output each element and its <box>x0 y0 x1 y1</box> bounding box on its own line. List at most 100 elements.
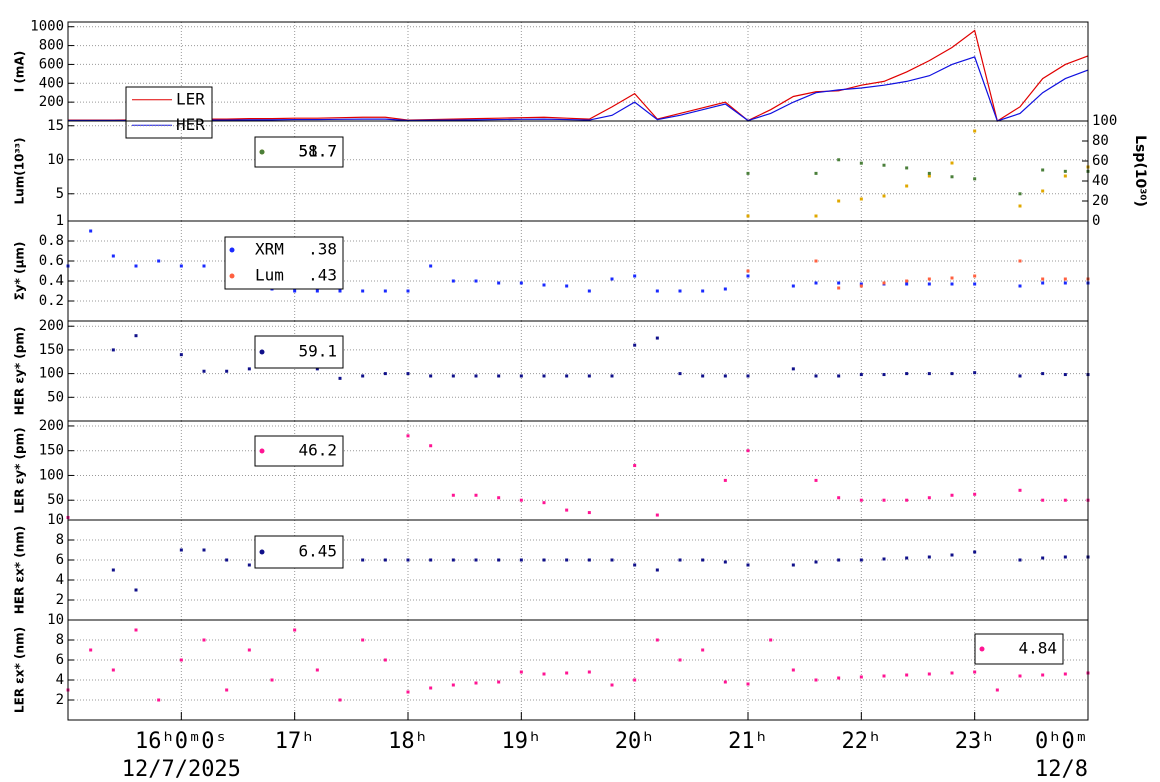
x-tick-label: 21ʰ <box>728 729 768 754</box>
data-point <box>111 254 115 258</box>
data-point <box>791 284 795 288</box>
y2-tick-label: 100 <box>1092 113 1117 129</box>
data-point <box>610 374 614 378</box>
data-point <box>338 289 342 293</box>
data-point <box>497 496 501 500</box>
data-point <box>1063 169 1067 173</box>
data-point <box>429 374 433 378</box>
plot-frame <box>67 619 1089 721</box>
data-point <box>769 638 773 642</box>
data-point <box>565 508 569 512</box>
x-tick-label: 22ʰ <box>841 729 881 754</box>
y-tick-label: 150 <box>39 342 64 358</box>
data-point <box>361 558 365 562</box>
data-point <box>519 670 523 674</box>
data-point <box>542 501 546 505</box>
legend-box <box>254 335 344 369</box>
data-point <box>315 367 319 371</box>
x-tick-label: 23ʰ <box>955 729 995 754</box>
y-tick-label: 6 <box>56 552 64 568</box>
y-tick-label: 8 <box>56 632 64 648</box>
data-point <box>225 369 229 373</box>
data-point <box>361 374 365 378</box>
data-point <box>587 289 591 293</box>
data-point <box>927 277 931 281</box>
legend-box <box>254 535 344 569</box>
data-point <box>905 282 909 286</box>
data-point <box>1041 168 1045 172</box>
data-point <box>973 371 977 375</box>
data-point <box>950 161 954 165</box>
data-point <box>383 658 387 662</box>
data-point <box>1063 373 1067 377</box>
data-point <box>701 648 705 652</box>
legend-box <box>125 86 213 139</box>
data-point <box>497 374 501 378</box>
legend-swatch <box>229 247 235 253</box>
y-tick-label: 200 <box>39 318 64 334</box>
data-point <box>1041 673 1045 677</box>
y-axis-label: HER εy* (pm) <box>13 327 27 416</box>
y-axis-label: LER εx* (nm) <box>13 627 27 713</box>
data-point <box>134 334 138 338</box>
y-tick-label: 1000 <box>30 19 64 35</box>
plot-frame <box>67 21 1089 122</box>
x-tick-label: 20ʰ <box>615 729 655 754</box>
y-tick-label: 50 <box>47 492 64 508</box>
data-point <box>905 279 909 283</box>
data-point <box>179 548 183 552</box>
data-point <box>655 289 659 293</box>
data-point <box>565 558 569 562</box>
y-tick-label: 10 <box>47 512 64 528</box>
data-point <box>451 493 455 497</box>
data-point <box>406 289 410 293</box>
data-point <box>202 264 206 268</box>
data-point <box>429 558 433 562</box>
y-axis-label: I (mA) <box>13 51 27 92</box>
data-point <box>950 282 954 286</box>
data-point <box>791 668 795 672</box>
plot-frame <box>67 220 1089 322</box>
data-point <box>950 671 954 675</box>
y-tick-label: 200 <box>39 94 64 110</box>
data-point <box>814 678 818 682</box>
y-tick-label: 2 <box>56 692 64 708</box>
data-point <box>134 588 138 592</box>
data-point <box>814 281 818 285</box>
data-point <box>519 281 523 285</box>
data-point <box>202 548 206 552</box>
data-point <box>406 690 410 694</box>
data-point <box>565 284 569 288</box>
data-point <box>723 680 727 684</box>
data-point <box>746 269 750 273</box>
y-tick-label: 10 <box>47 152 64 168</box>
data-point <box>1063 281 1067 285</box>
data-point <box>905 673 909 677</box>
data-point <box>451 374 455 378</box>
data-point <box>859 675 863 679</box>
data-point <box>497 680 501 684</box>
data-point <box>202 369 206 373</box>
data-point <box>1018 259 1022 263</box>
legend-label: LER <box>176 89 205 108</box>
data-point <box>338 698 342 702</box>
legend-label: Lum <box>255 266 284 285</box>
date-label: 12/8 <box>1035 757 1088 782</box>
data-point <box>111 668 115 672</box>
data-point <box>519 498 523 502</box>
data-point <box>633 678 637 682</box>
data-point <box>746 214 750 218</box>
legend-label: XRM <box>255 240 284 259</box>
data-point <box>837 496 841 500</box>
data-point <box>565 671 569 675</box>
data-point <box>701 289 705 293</box>
data-point <box>1018 204 1022 208</box>
data-point <box>293 628 297 632</box>
data-point <box>859 498 863 502</box>
data-point <box>973 274 977 278</box>
data-point <box>905 372 909 376</box>
data-point <box>905 498 909 502</box>
data-point <box>814 478 818 482</box>
data-point <box>497 558 501 562</box>
